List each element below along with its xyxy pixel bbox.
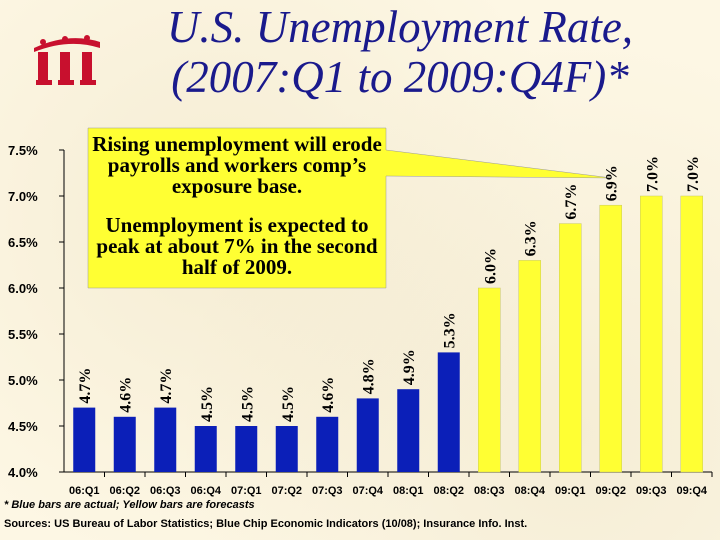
x-tick-label: 06:Q1: [69, 485, 100, 497]
callout-text-2: Unemployment is expected to peak at abou…: [96, 213, 378, 279]
bar-08:Q4: [518, 260, 541, 473]
y-tick-label: 4.5%: [8, 419, 38, 434]
bar-07:Q3: [316, 416, 339, 472]
x-tick-label: 07:Q3: [312, 485, 343, 497]
y-tick-label: 7.0%: [8, 189, 38, 204]
bar-value-label: 4.5%: [239, 386, 256, 422]
y-tick-label: 6.5%: [8, 235, 38, 250]
y-tick-label: 4.0%: [8, 465, 38, 480]
chart-source: Sources: US Bureau of Labor Statistics; …: [4, 518, 528, 530]
bar-value-label: 4.6%: [118, 377, 135, 413]
bar-08:Q2: [437, 352, 460, 472]
x-tick-label: 09:Q2: [595, 485, 626, 497]
callout-text-1: Rising unemployment will erode payrolls …: [92, 132, 382, 198]
bar-09:Q2: [599, 204, 622, 473]
x-tick-label: 06:Q4: [190, 485, 221, 497]
x-tick-label: 07:Q4: [352, 485, 383, 497]
bar-09:Q3: [640, 195, 663, 473]
title-line-2: (2007:Q1 to 2009:Q4F)*: [171, 52, 629, 102]
page-title: U.S. Unemployment Rate, (2007:Q1 to 2009…: [130, 2, 670, 102]
y-tick-label: 7.5%: [8, 143, 38, 158]
x-tick-label: 06:Q3: [150, 485, 181, 497]
x-tick-label: 09:Q4: [676, 485, 707, 497]
y-tick-label: 6.0%: [8, 281, 38, 296]
callout-box: Rising unemployment will erode payrolls …: [88, 128, 386, 288]
bar-value-label: 5.3%: [442, 312, 459, 348]
callout-shape: [87, 127, 613, 289]
bar-value-label: 6.3%: [523, 220, 540, 256]
x-tick-label: 08:Q1: [393, 485, 424, 497]
bar-value-label: 4.7%: [158, 368, 175, 404]
bar-value-label: 6.7%: [563, 184, 580, 220]
bar-value-label: 4.8%: [361, 358, 378, 394]
y-tick-label: 5.5%: [8, 327, 38, 342]
bar-value-label: 4.6%: [320, 377, 337, 413]
x-tick-label: 08:Q4: [514, 485, 545, 497]
title-line-1: U.S. Unemployment Rate,: [166, 2, 634, 52]
bar-value-label: 7.0%: [644, 156, 661, 192]
bar-06:Q4: [194, 426, 217, 472]
iii-logo: [34, 35, 100, 85]
x-tick-label: 06:Q2: [109, 485, 140, 497]
bar-07:Q4: [356, 398, 379, 472]
x-tick-label: 09:Q3: [636, 485, 667, 497]
bar-09:Q1: [559, 223, 582, 473]
bar-07:Q2: [275, 426, 298, 472]
y-tick-label: 5.0%: [8, 373, 38, 388]
bar-06:Q3: [154, 407, 177, 472]
bar-09:Q4: [680, 195, 703, 473]
x-tick-label: 09:Q1: [555, 485, 586, 497]
x-tick-label: 07:Q1: [231, 485, 262, 497]
bar-value-label: 4.5%: [199, 386, 216, 422]
bar-value-label: 4.9%: [401, 349, 418, 385]
bar-value-label: 4.7%: [77, 368, 94, 404]
chart-note: * Blue bars are actual; Yellow bars are …: [4, 499, 255, 511]
bar-value-label: 6.0%: [482, 248, 499, 284]
bar-value-label: 6.9%: [604, 165, 621, 201]
x-tick-label: 08:Q3: [474, 485, 505, 497]
x-tick-label: 08:Q2: [433, 485, 464, 497]
x-tick-label: 07:Q2: [271, 485, 302, 497]
bar-08:Q1: [397, 389, 420, 472]
bar-08:Q3: [478, 287, 501, 473]
bar-07:Q1: [235, 426, 258, 472]
bar-06:Q1: [73, 407, 96, 472]
bar-value-label: 4.5%: [280, 386, 297, 422]
bar-06:Q2: [113, 416, 136, 472]
bar-value-label: 7.0%: [685, 156, 702, 192]
